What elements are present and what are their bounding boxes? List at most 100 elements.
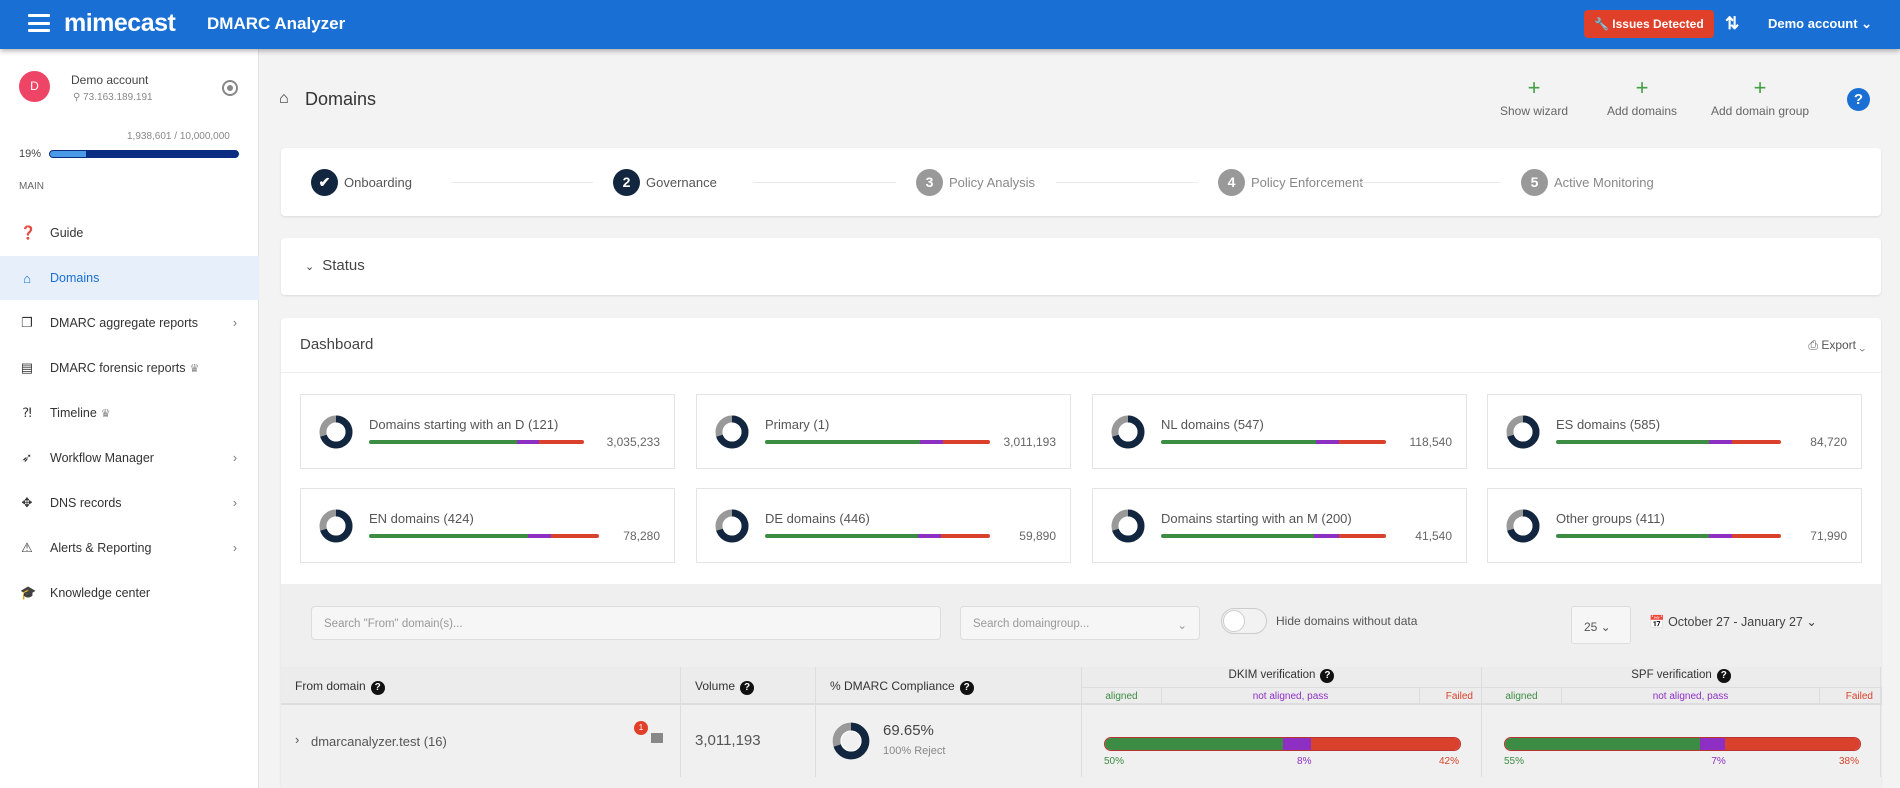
sidebar-item-label: Guide bbox=[50, 226, 84, 240]
group-bar bbox=[1161, 440, 1386, 444]
export-button[interactable]: ⎙ Export ⌄ bbox=[1808, 338, 1865, 353]
domain-group-card[interactable]: Domains starting with an M (200) 41,540 bbox=[1092, 488, 1467, 563]
group-volume: 71,990 bbox=[1810, 529, 1847, 543]
step-number: 3 bbox=[916, 169, 943, 196]
help-icon[interactable]: ? bbox=[370, 681, 385, 695]
donut-icon bbox=[319, 415, 353, 449]
step-active-monitoring[interactable]: 5 Active Monitoring bbox=[1521, 169, 1654, 196]
account-menu[interactable]: Demo account ⌄ bbox=[1768, 16, 1873, 31]
col-volume[interactable]: Volume? bbox=[681, 667, 816, 705]
crown-icon: ♛ bbox=[189, 362, 200, 375]
sidebar-item-label: Workflow Manager bbox=[50, 451, 154, 465]
sync-icon[interactable]: ⇅ bbox=[1725, 14, 1740, 33]
action-label: Add domain group bbox=[1711, 104, 1810, 118]
volume-cell: 3,011,193 bbox=[681, 705, 816, 777]
sidebar-item-guide[interactable]: ❓ Guide bbox=[0, 211, 259, 255]
step-label: Active Monitoring bbox=[1554, 175, 1654, 190]
date-range-label: October 27 - January 27 ⌄ bbox=[1668, 615, 1817, 629]
group-name: EN domains (424) bbox=[369, 511, 474, 526]
sidebar-item-label: Knowledge center bbox=[50, 586, 151, 600]
status-label: Status bbox=[322, 257, 365, 274]
step-label: Policy Analysis bbox=[949, 175, 1035, 190]
not-aligned-segment bbox=[1316, 440, 1339, 444]
header-label: % DMARC Compliance bbox=[830, 679, 955, 693]
group-volume: 84,720 bbox=[1810, 435, 1847, 449]
ip-text: 73.163.189.191 bbox=[83, 92, 153, 103]
issues-detected-button[interactable]: 🔧 Issues Detected bbox=[1584, 10, 1714, 38]
donut-icon bbox=[715, 509, 749, 543]
step-governance[interactable]: 2 Governance bbox=[613, 169, 717, 196]
compliance-value: 69.65% bbox=[883, 722, 934, 739]
help-icon[interactable]: ? bbox=[740, 681, 755, 695]
group-donut bbox=[1110, 508, 1146, 549]
sub-aligned: aligned bbox=[1482, 687, 1562, 705]
step-policy-analysis[interactable]: 3 Policy Analysis bbox=[916, 169, 1035, 196]
issue-badge[interactable]: 1 bbox=[634, 721, 648, 735]
help-icon[interactable]: ? bbox=[1847, 88, 1870, 111]
status-panel-toggle[interactable]: ⌄ Status bbox=[281, 238, 1881, 295]
sidebar-item-alerts-reporting[interactable]: ⚠ Alerts & Reporting › bbox=[0, 526, 259, 570]
aligned-pct: 55% bbox=[1504, 756, 1525, 767]
menu-icon[interactable] bbox=[651, 733, 663, 743]
sidebar-item-label: Alerts & Reporting bbox=[50, 541, 152, 555]
expand-chevron-icon[interactable]: › bbox=[295, 732, 300, 747]
domain-group-card[interactable]: ES domains (585) 84,720 bbox=[1487, 394, 1862, 469]
sidebar-item-workflow-manager[interactable]: ➶ Workflow Manager › bbox=[0, 436, 259, 480]
table-header: From domain? Volume? % DMARC Compliance?… bbox=[281, 667, 1882, 705]
sidebar-item-dmarc-forensic-reports[interactable]: ▤ DMARC forensic reports ♛ bbox=[0, 346, 259, 390]
not-aligned-segment bbox=[1700, 738, 1726, 750]
domain-group-card[interactable]: Domains starting with an D (121) 3,035,23… bbox=[300, 394, 675, 469]
export-icon: ⎙ bbox=[1808, 338, 1818, 352]
chevron-right-icon: › bbox=[232, 496, 237, 510]
domain-group-card[interactable]: NL domains (547) 118,540 bbox=[1092, 394, 1467, 469]
col-from-domain[interactable]: From domain? bbox=[281, 667, 681, 705]
date-range-picker[interactable]: 📅 October 27 - January 27 ⌄ bbox=[1649, 614, 1817, 630]
copy-icon: ❐ bbox=[21, 315, 33, 330]
domain-group-card[interactable]: Primary (1) 3,011,193 bbox=[696, 394, 1071, 469]
show-wizard-button[interactable]: + Show wizard bbox=[1500, 77, 1568, 119]
issues-label: Issues Detected bbox=[1612, 17, 1704, 31]
sidebar-item-dns-records[interactable]: ✥ DNS records › bbox=[0, 481, 259, 525]
spf-cell: 55% 7% 38% bbox=[1482, 705, 1881, 777]
col-spf: SPF verification? bbox=[1482, 667, 1881, 705]
help-icon[interactable]: ? bbox=[959, 681, 974, 695]
domain-group-card[interactable]: Other groups (411) 71,990 bbox=[1487, 488, 1862, 563]
dkim-bar bbox=[1104, 737, 1461, 751]
settings-icon[interactable] bbox=[222, 80, 238, 96]
hide-empty-label: Hide domains without data bbox=[1276, 614, 1418, 628]
domain-group-card[interactable]: EN domains (424) 78,280 bbox=[300, 488, 675, 563]
avatar: D bbox=[19, 71, 50, 102]
page-size-select[interactable]: 25 ⌄ bbox=[1571, 606, 1631, 644]
step-onboarding[interactable]: ✔ Onboarding bbox=[311, 169, 412, 196]
step-policy-enforcement[interactable]: 4 Policy Enforcement bbox=[1218, 169, 1363, 196]
step-label: Governance bbox=[646, 175, 717, 190]
domaingroup-select[interactable]: Search domaingroup... ⌄ bbox=[960, 606, 1200, 640]
domain-search-input[interactable]: Search "From" domain(s)... bbox=[311, 606, 941, 640]
help-icon[interactable]: ? bbox=[1320, 669, 1335, 683]
calendar-icon: 📅 bbox=[1649, 615, 1665, 629]
add-domain-group-button[interactable]: + Add domain group bbox=[1711, 77, 1810, 119]
col-dkim: DKIM verification? bbox=[1082, 667, 1482, 705]
add-domains-button[interactable]: + Add domains bbox=[1607, 77, 1677, 119]
menu-icon[interactable] bbox=[28, 14, 50, 32]
sub-failed: Failed bbox=[1820, 687, 1882, 705]
dashboard-title: Dashboard bbox=[300, 336, 374, 353]
sidebar-item-domains[interactable]: ⌂ Domains bbox=[0, 256, 259, 300]
sidebar-item-dmarc-aggregate-reports[interactable]: ❐ DMARC aggregate reports › bbox=[0, 301, 259, 345]
hide-empty-toggle[interactable] bbox=[1221, 608, 1267, 634]
failed-pct: 38% bbox=[1839, 756, 1860, 767]
domain-name[interactable]: dmarcanalyzer.test (16) bbox=[311, 734, 447, 749]
lifebuoy-icon: ✥ bbox=[21, 495, 33, 510]
header-label: Volume bbox=[695, 679, 736, 693]
mimecast-logo[interactable]: mimecast bbox=[64, 9, 176, 37]
page-title: Domains bbox=[305, 89, 377, 109]
table-row[interactable]: › dmarcanalyzer.test (16) 1 3,011,193 69… bbox=[281, 705, 1881, 788]
col-compliance[interactable]: % DMARC Compliance? bbox=[816, 667, 1082, 705]
group-donut bbox=[318, 414, 354, 455]
domain-group-card[interactable]: DE domains (446) 59,890 bbox=[696, 488, 1071, 563]
help-icon[interactable]: ? bbox=[1716, 669, 1731, 683]
group-name: ES domains (585) bbox=[1556, 417, 1661, 432]
sidebar-item-timeline[interactable]: ⁈ Timeline ♛ bbox=[0, 391, 259, 435]
step-connector bbox=[1358, 182, 1501, 183]
sidebar-item-knowledge-center[interactable]: 🎓 Knowledge center bbox=[0, 571, 259, 615]
